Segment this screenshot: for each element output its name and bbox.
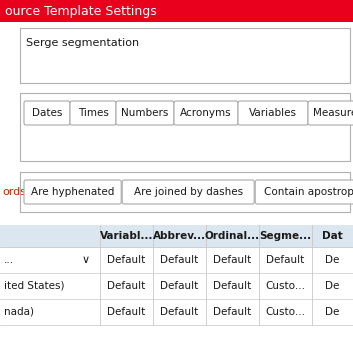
Text: Ordinal...: Ordinal... [205, 231, 260, 241]
Text: ited States): ited States) [4, 281, 65, 291]
Text: Default: Default [107, 307, 146, 317]
Text: ource Template Settings: ource Template Settings [5, 4, 157, 18]
Text: Default: Default [107, 255, 146, 265]
Text: Times: Times [78, 108, 108, 118]
Text: Are joined by dashes: Are joined by dashes [134, 187, 243, 197]
Text: ∨: ∨ [82, 255, 90, 265]
FancyBboxPatch shape [70, 101, 116, 125]
Text: De: De [325, 307, 340, 317]
Text: Default: Default [213, 255, 252, 265]
Text: nada): nada) [4, 307, 34, 317]
FancyBboxPatch shape [255, 180, 353, 204]
Text: Segme...: Segme... [259, 231, 312, 241]
FancyBboxPatch shape [238, 101, 308, 125]
Text: Numbers: Numbers [121, 108, 169, 118]
Text: ...: ... [4, 255, 14, 265]
FancyBboxPatch shape [174, 101, 238, 125]
Text: Default: Default [213, 307, 252, 317]
Text: Variabl...: Variabl... [100, 231, 153, 241]
Text: ords:: ords: [2, 187, 30, 197]
FancyBboxPatch shape [24, 180, 121, 204]
Bar [0, 299, 353, 325]
Text: Default: Default [267, 255, 305, 265]
FancyBboxPatch shape [20, 28, 350, 83]
Text: De: De [325, 255, 340, 265]
FancyBboxPatch shape [20, 172, 350, 212]
FancyBboxPatch shape [122, 180, 254, 204]
Text: Dates: Dates [32, 108, 62, 118]
FancyBboxPatch shape [308, 101, 353, 125]
FancyBboxPatch shape [116, 101, 174, 125]
Text: Default: Default [160, 281, 199, 291]
Bar [0, 0, 353, 22]
Text: Acronyms: Acronyms [180, 108, 232, 118]
Text: Abbrev...: Abbrev... [153, 231, 206, 241]
Text: Default: Default [160, 307, 199, 317]
Text: Default: Default [213, 281, 252, 291]
Text: Custo...: Custo... [265, 281, 305, 291]
Text: Serge segmentation: Serge segmentation [26, 38, 139, 48]
Text: Are hyphenated: Are hyphenated [31, 187, 114, 197]
Text: Contain apostrophes: Contain apostrophes [264, 187, 353, 197]
FancyBboxPatch shape [20, 93, 350, 161]
Bar [0, 247, 353, 273]
FancyBboxPatch shape [24, 101, 70, 125]
Bar [0, 273, 353, 299]
Text: Dat: Dat [322, 231, 343, 241]
Text: Default: Default [160, 255, 199, 265]
Text: Custo...: Custo... [265, 307, 305, 317]
Text: De: De [325, 281, 340, 291]
Bar [0, 225, 353, 247]
Text: Default: Default [107, 281, 146, 291]
Text: Measurem: Measurem [313, 108, 353, 118]
Text: Variables: Variables [249, 108, 297, 118]
